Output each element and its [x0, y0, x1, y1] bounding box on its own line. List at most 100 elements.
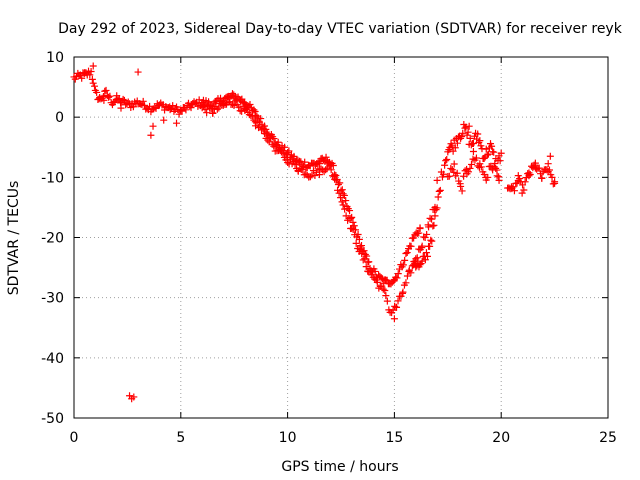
data-point-299 — [213, 105, 221, 113]
data-point-387 — [331, 175, 339, 183]
data-point-456 — [425, 223, 433, 231]
data-point-290 — [201, 106, 209, 114]
data-point-86 — [175, 110, 183, 118]
data-point-232 — [349, 218, 357, 226]
data-point-369 — [306, 173, 314, 181]
data-point-239 — [358, 242, 366, 250]
data-point-260 — [383, 276, 391, 284]
y-tick-label-6: 10 — [46, 50, 64, 66]
data-point-388 — [332, 176, 340, 184]
data-point-390 — [335, 189, 343, 197]
data-point-394 — [341, 205, 349, 213]
data-point-19 — [93, 88, 101, 96]
y-tick-label-0: -50 — [41, 411, 64, 427]
data-point-275 — [402, 250, 410, 258]
data-point-580 — [489, 166, 497, 174]
data-point-503 — [453, 139, 461, 147]
x-tick-label-0: 0 — [70, 430, 79, 446]
data-point-265 — [390, 277, 398, 285]
data-point-627 — [548, 173, 556, 181]
data-point-442 — [407, 269, 415, 277]
data-point-480 — [429, 222, 437, 230]
data-point-638 — [173, 119, 181, 127]
data-point-397 — [345, 214, 353, 222]
data-point-273 — [399, 261, 407, 269]
y-tick-label-4: -10 — [41, 170, 64, 186]
data-point-636 — [147, 131, 155, 139]
data-point-644 — [546, 152, 554, 160]
data-point-408 — [361, 255, 369, 263]
data-point-421 — [379, 285, 387, 293]
x-axis-label: GPS time / hours — [281, 459, 398, 475]
data-point-491 — [441, 161, 449, 169]
data-point-641 — [130, 393, 138, 401]
data-point-146 — [246, 101, 254, 109]
data-point-535 — [488, 142, 496, 150]
data-point-276 — [403, 249, 411, 257]
data-point-13 — [86, 71, 94, 79]
data-point-635 — [149, 122, 157, 130]
data-point-446 — [412, 255, 420, 263]
data-point-400 — [349, 226, 357, 234]
data-point-16 — [89, 79, 97, 87]
data-point-391 — [337, 194, 345, 202]
data-point-544 — [497, 149, 505, 157]
y-axis-label: SDTVAR / TECUs — [6, 181, 22, 296]
data-point-528 — [480, 154, 488, 162]
data-point-543 — [496, 157, 504, 165]
data-point-556 — [458, 187, 466, 195]
data-point-485 — [434, 193, 442, 201]
data-point-229 — [346, 207, 354, 215]
data-point-531 — [483, 151, 491, 159]
data-point-192 — [301, 158, 309, 166]
data-point-592 — [510, 187, 518, 195]
data-point-407 — [359, 256, 367, 264]
data-point-501 — [451, 144, 459, 152]
data-point-175 — [281, 143, 289, 151]
data-point-511 — [462, 123, 470, 131]
data-point-479 — [428, 237, 436, 245]
data-point-475 — [424, 252, 432, 260]
data-point-269 — [394, 270, 402, 278]
data-point-325 — [248, 112, 256, 120]
data-point-561 — [465, 168, 473, 176]
data-point-474 — [422, 249, 430, 257]
data-point-399 — [348, 224, 356, 232]
data-point-607 — [526, 171, 534, 179]
data-point-224 — [339, 190, 347, 198]
y-tick-label-2: -30 — [41, 291, 64, 307]
data-point-599 — [518, 189, 526, 197]
data-point-555 — [457, 182, 465, 190]
data-point-170 — [274, 138, 282, 146]
data-point-597 — [516, 175, 524, 183]
data-point-487 — [436, 186, 444, 194]
data-point-345 — [274, 147, 282, 155]
data-point-602 — [521, 178, 529, 186]
data-point-515 — [466, 134, 474, 142]
chart-title: Day 292 of 2023, Sidereal Day-to-day VTE… — [58, 21, 623, 37]
data-point-618 — [538, 174, 546, 182]
data-point-453 — [421, 233, 429, 241]
data-point-481 — [430, 221, 438, 229]
data-point-336 — [262, 130, 270, 138]
data-point-439 — [403, 272, 411, 280]
data-point-512 — [463, 131, 471, 139]
data-point-513 — [464, 128, 472, 136]
data-point-6 — [78, 74, 86, 82]
data-point-573 — [480, 170, 488, 178]
data-point-530 — [482, 145, 490, 153]
data-point-14 — [87, 67, 95, 75]
data-point-210 — [322, 153, 330, 161]
data-point-27 — [102, 86, 110, 94]
data-point-296 — [209, 109, 217, 117]
data-point-606 — [525, 172, 533, 180]
data-point-510 — [461, 124, 469, 132]
data-point-372 — [311, 171, 319, 179]
data-point-537 — [490, 148, 498, 156]
data-point-92 — [182, 106, 190, 114]
data-point-645 — [390, 315, 398, 323]
data-point-563 — [468, 160, 476, 168]
data-point-402 — [352, 239, 360, 247]
data-point-436 — [399, 288, 407, 296]
